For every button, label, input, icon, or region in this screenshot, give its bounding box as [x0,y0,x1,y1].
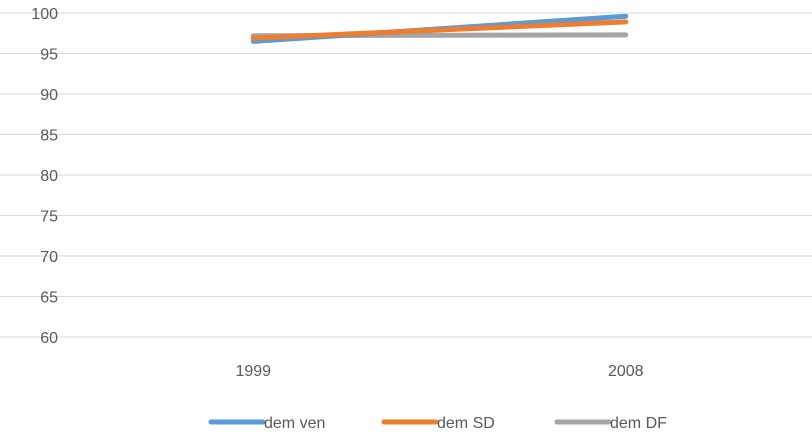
series-lines [250,13,629,44]
y-tick-label: 100 [31,6,58,23]
legend-label: dem SD [437,415,495,431]
y-tick-label: 75 [40,209,58,226]
y-tick-label: 80 [40,168,58,185]
x-tick-label: 1999 [235,363,271,380]
y-tick-label: 70 [40,249,58,266]
y-tick-label: 95 [40,47,58,64]
y-axis-tick-labels: 60 65 70 75 80 85 90 95 100 [31,6,58,347]
y-tick-label: 85 [40,128,58,145]
x-tick-label: 2008 [608,363,644,380]
series-line-dem-sd [250,19,629,41]
legend-label: dem DF [610,415,667,431]
y-tick-label: 65 [40,290,58,307]
legend: dem ven dem SD dem DF [208,415,667,432]
gridlines [0,12,812,338]
legend-label: dem ven [264,415,325,431]
x-axis-tick-labels: 1999 2008 [235,363,643,380]
y-tick-label: 90 [40,87,58,104]
y-tick-label: 60 [40,330,58,347]
